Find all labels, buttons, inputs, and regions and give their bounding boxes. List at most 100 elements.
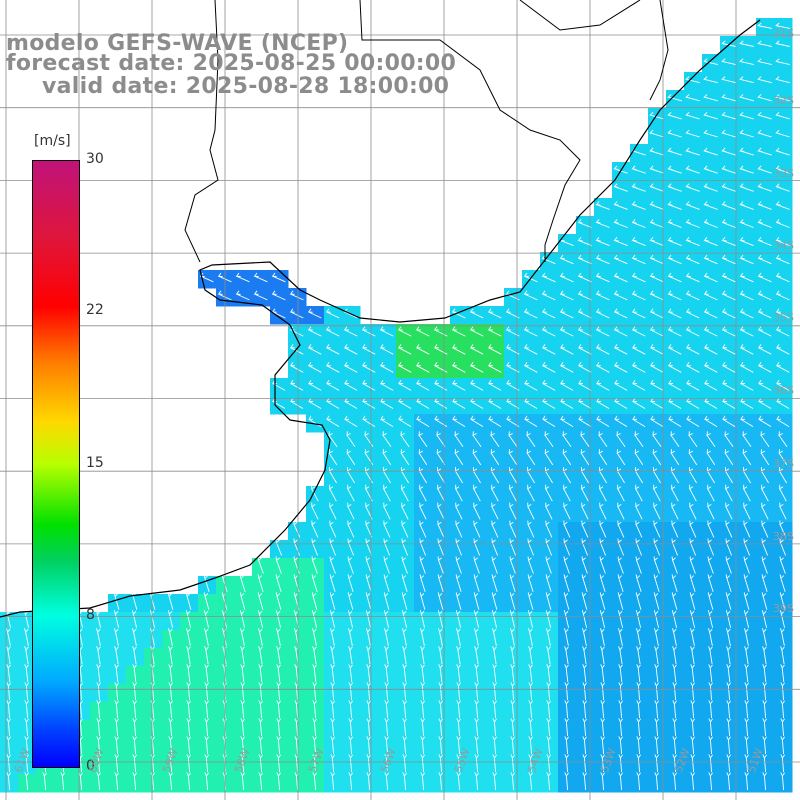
direction-arrow bbox=[382, 431, 392, 447]
direction-arrow bbox=[545, 628, 551, 646]
direction-arrow bbox=[473, 538, 481, 556]
direction-arrow bbox=[380, 415, 394, 427]
direction-arrow bbox=[618, 664, 623, 683]
direction-arrow bbox=[690, 772, 695, 791]
direction-arrow bbox=[775, 326, 790, 337]
direction-arrow bbox=[420, 646, 425, 664]
direction-arrow bbox=[456, 700, 461, 719]
direction-arrow bbox=[672, 718, 677, 737]
lat-label: 35S bbox=[773, 311, 794, 324]
direction-arrow bbox=[437, 592, 444, 610]
direction-arrow bbox=[488, 379, 502, 391]
direction-arrow bbox=[775, 219, 790, 228]
direction-arrow bbox=[289, 290, 304, 301]
direction-arrow bbox=[649, 254, 664, 265]
direction-arrow bbox=[330, 646, 335, 664]
direction-arrow bbox=[744, 682, 749, 701]
direction-arrow bbox=[527, 574, 534, 592]
direction-arrow bbox=[168, 646, 173, 664]
direction-arrow bbox=[779, 484, 787, 502]
direction-arrow bbox=[437, 502, 445, 520]
direction-arrow bbox=[456, 664, 461, 683]
lat-label: 34S bbox=[773, 239, 794, 252]
direction-arrow bbox=[779, 556, 786, 574]
direction-arrow bbox=[398, 415, 412, 427]
direction-arrow bbox=[685, 147, 700, 156]
direction-arrow bbox=[469, 344, 484, 355]
direction-arrow bbox=[434, 415, 448, 427]
direction-arrow bbox=[721, 362, 736, 373]
direction-arrow bbox=[564, 718, 569, 737]
direction-arrow bbox=[6, 664, 11, 683]
direction-arrow bbox=[311, 520, 319, 538]
direction-arrow bbox=[667, 94, 682, 102]
direction-arrow bbox=[312, 718, 317, 737]
direction-arrow bbox=[168, 736, 173, 755]
direction-arrow bbox=[779, 592, 786, 610]
direction-arrow bbox=[487, 344, 502, 355]
direction-arrow bbox=[667, 219, 682, 228]
direction-arrow bbox=[474, 682, 479, 701]
direction-arrow bbox=[433, 344, 448, 355]
direction-arrow bbox=[347, 538, 355, 556]
direction-arrow bbox=[703, 308, 718, 319]
direction-arrow bbox=[328, 431, 338, 447]
direction-arrow bbox=[348, 646, 353, 664]
direction-arrow bbox=[722, 397, 736, 409]
direction-arrow bbox=[240, 754, 245, 773]
direction-arrow bbox=[703, 129, 718, 138]
direction-arrow bbox=[397, 344, 412, 355]
direction-arrow bbox=[114, 646, 119, 664]
direction-arrow bbox=[703, 76, 718, 84]
direction-arrow bbox=[203, 628, 209, 646]
direction-arrow bbox=[311, 574, 318, 592]
direction-arrow bbox=[541, 272, 556, 283]
direction-arrow bbox=[600, 754, 605, 773]
colorbar-tick: 30 bbox=[86, 151, 104, 167]
direction-arrow bbox=[436, 449, 446, 466]
direction-arrow bbox=[527, 484, 535, 502]
direction-arrow bbox=[528, 700, 533, 719]
direction-arrow bbox=[113, 592, 120, 610]
direction-arrow bbox=[438, 682, 443, 701]
direction-arrow bbox=[402, 736, 407, 755]
direction-arrow bbox=[582, 646, 587, 664]
direction-arrow bbox=[614, 397, 628, 409]
direction-arrow bbox=[487, 326, 502, 337]
direction-arrow bbox=[509, 628, 515, 646]
direction-arrow bbox=[721, 308, 736, 319]
direction-arrow bbox=[757, 22, 772, 29]
direction-arrow bbox=[307, 308, 322, 319]
direction-arrow bbox=[600, 718, 605, 737]
direction-arrow bbox=[276, 736, 281, 755]
direction-arrow bbox=[329, 556, 336, 574]
direction-arrow bbox=[434, 379, 448, 391]
direction-arrow bbox=[577, 326, 592, 337]
direction-arrow bbox=[726, 772, 731, 791]
direction-arrow bbox=[757, 237, 772, 247]
direction-arrow bbox=[577, 344, 592, 355]
direction-arrow bbox=[420, 772, 425, 791]
direction-arrow bbox=[780, 772, 785, 791]
direction-arrow bbox=[347, 502, 355, 520]
direction-arrow bbox=[618, 700, 623, 719]
direction-arrow bbox=[438, 718, 443, 737]
direction-arrow bbox=[275, 574, 282, 592]
direction-arrow bbox=[636, 646, 641, 664]
direction-arrow bbox=[672, 754, 677, 773]
direction-arrow bbox=[347, 556, 354, 574]
direction-arrow bbox=[311, 538, 319, 556]
lat-label: 31S bbox=[773, 27, 794, 40]
direction-arrow bbox=[616, 431, 626, 447]
direction-arrow bbox=[580, 431, 590, 447]
direction-arrow bbox=[775, 201, 790, 210]
direction-arrow bbox=[636, 718, 641, 737]
direction-arrow bbox=[348, 664, 353, 683]
direction-arrow bbox=[402, 772, 407, 791]
direction-arrow bbox=[365, 574, 372, 592]
direction-arrow bbox=[528, 682, 533, 701]
direction-arrow bbox=[703, 201, 718, 210]
direction-arrow bbox=[563, 538, 571, 556]
direction-arrow bbox=[613, 344, 628, 355]
